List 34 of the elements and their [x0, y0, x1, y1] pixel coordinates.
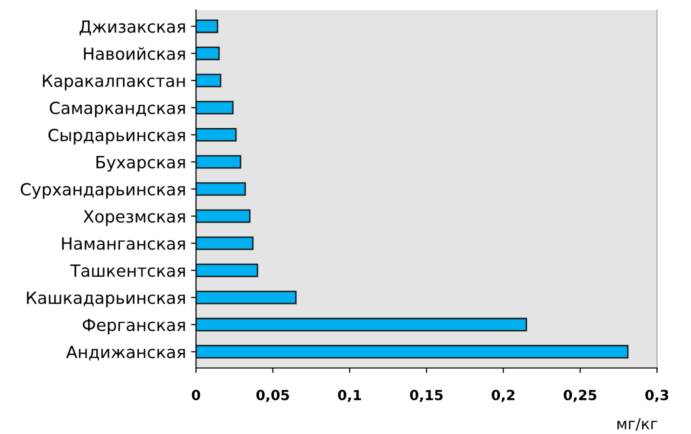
bar: [196, 344, 628, 359]
y-tick-label: Хорезмская: [83, 210, 185, 226]
bar: [196, 100, 234, 114]
y-tick-label: Кашкадарьинская: [26, 292, 185, 308]
x-tick-label: 0,15: [410, 390, 443, 402]
bar: [196, 290, 297, 304]
y-tick-label: Навоийская: [84, 47, 185, 60]
bar: [196, 264, 258, 278]
y-tick-label: Самаркандская: [50, 102, 185, 118]
bar: [196, 46, 220, 60]
bar: [196, 155, 242, 169]
x-tick-label: 0,05: [256, 390, 289, 402]
bar: [196, 236, 254, 250]
x-tick-label: 0,1: [338, 390, 362, 402]
bar: [196, 182, 246, 196]
bar: [196, 318, 528, 332]
x-tick-label: 0,3: [645, 390, 668, 402]
x-tick-label: 0,25: [564, 390, 596, 402]
y-tick-label: Андижанская: [66, 346, 185, 360]
y-tick-label: Сурхандарьинская: [20, 182, 185, 199]
y-tick-label: Бухарская: [96, 156, 185, 172]
bar: [196, 209, 250, 223]
bar: [196, 128, 237, 142]
y-tick-label: Каракалпакстан: [42, 74, 185, 90]
y-tick-label: Ташкентская: [70, 264, 185, 277]
y-tick-label: Сырдарьинская: [48, 128, 185, 145]
x-tick-label: 0,2: [492, 390, 514, 402]
bar: [196, 74, 222, 88]
y-tick-label: Джизакская: [80, 20, 185, 36]
x-axis-title: мг/кг: [617, 418, 658, 431]
y-tick-label: Наманганская: [62, 237, 185, 250]
y-tick-label: Ферганская: [82, 318, 185, 334]
x-tick-label: 0: [192, 390, 200, 400]
bar: [196, 19, 218, 34]
